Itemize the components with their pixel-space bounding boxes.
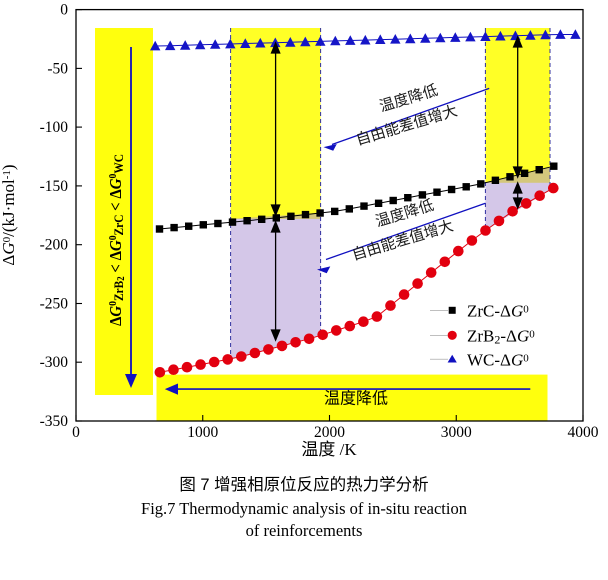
svg-text:-200: -200 (40, 237, 69, 254)
svg-text:-350: -350 (40, 413, 69, 430)
svg-text:Fig.7 Thermodynamic analysis: Fig.7 Thermodynamic analysis of in-situ … (141, 499, 467, 518)
svg-text:-250: -250 (40, 295, 69, 312)
svg-text:-50: -50 (47, 60, 68, 77)
svg-text:-300: -300 (40, 354, 69, 371)
svg-text:3000: 3000 (441, 424, 472, 441)
svg-text:of reinforcements: of reinforcements (246, 521, 363, 540)
svg-text:-150: -150 (40, 178, 69, 195)
svg-text:4000: 4000 (568, 424, 599, 441)
svg-text:ZrB2-ΔG0: ZrB2-ΔG0 (467, 326, 535, 346)
svg-text:WC-ΔG0: WC-ΔG0 (467, 350, 529, 369)
svg-text:0: 0 (60, 2, 68, 19)
svg-text:-100: -100 (40, 119, 69, 136)
svg-text:温度 /K: 温度 /K (301, 440, 357, 459)
svg-text:温度降低: 温度降低 (324, 390, 388, 408)
svg-text:图 7 增强相原位反应的热力学分析: 图 7 增强相原位反应的热力学分析 (179, 475, 428, 494)
svg-text:ZrC-ΔG0: ZrC-ΔG0 (467, 301, 529, 320)
svg-text:ΔG0/(kJ·mol-1): ΔG0/(kJ·mol-1) (0, 164, 18, 265)
svg-text:0: 0 (72, 424, 80, 441)
svg-text:1000: 1000 (187, 424, 218, 441)
svg-text:2000: 2000 (314, 424, 345, 441)
